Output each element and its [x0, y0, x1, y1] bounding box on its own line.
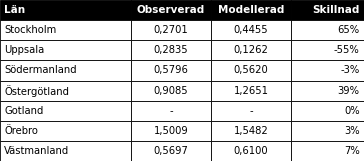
- Bar: [211, 60, 291, 80]
- Text: Observerad: Observerad: [137, 5, 205, 15]
- Text: 1,5009: 1,5009: [154, 126, 189, 136]
- Bar: [211, 0, 291, 20]
- Bar: [211, 101, 291, 121]
- Text: 39%: 39%: [338, 85, 360, 96]
- Text: 0,6100: 0,6100: [234, 146, 269, 156]
- Text: Örebro: Örebro: [4, 126, 38, 136]
- Bar: [131, 80, 211, 101]
- Bar: [0, 0, 131, 20]
- Text: 0,1262: 0,1262: [234, 45, 269, 55]
- Bar: [0, 80, 131, 101]
- Text: 0,4455: 0,4455: [234, 25, 269, 35]
- Bar: [291, 80, 364, 101]
- Text: Södermanland: Södermanland: [4, 65, 77, 76]
- Bar: [0, 121, 131, 141]
- Text: 65%: 65%: [337, 25, 360, 35]
- Bar: [211, 20, 291, 40]
- Bar: [291, 60, 364, 80]
- Text: 7%: 7%: [344, 146, 360, 156]
- Bar: [131, 60, 211, 80]
- Bar: [291, 101, 364, 121]
- Bar: [131, 40, 211, 60]
- Bar: [131, 0, 211, 20]
- Text: 0,9085: 0,9085: [154, 85, 189, 96]
- Bar: [291, 20, 364, 40]
- Text: 1,2651: 1,2651: [234, 85, 269, 96]
- Text: -: -: [249, 106, 253, 116]
- Bar: [211, 80, 291, 101]
- Bar: [291, 121, 364, 141]
- Text: -3%: -3%: [340, 65, 360, 76]
- Text: Östergötland: Östergötland: [4, 85, 70, 96]
- Text: Modellerad: Modellerad: [218, 5, 284, 15]
- Text: 1,5482: 1,5482: [234, 126, 269, 136]
- Bar: [131, 121, 211, 141]
- Bar: [291, 141, 364, 161]
- Text: 0,5620: 0,5620: [234, 65, 269, 76]
- Text: Skillnad: Skillnad: [312, 5, 360, 15]
- Text: 0%: 0%: [344, 106, 360, 116]
- Bar: [291, 0, 364, 20]
- Text: 3%: 3%: [344, 126, 360, 136]
- Text: 0,5796: 0,5796: [154, 65, 189, 76]
- Bar: [0, 40, 131, 60]
- Text: Uppsala: Uppsala: [4, 45, 45, 55]
- Text: -55%: -55%: [334, 45, 360, 55]
- Text: Gotland: Gotland: [4, 106, 44, 116]
- Bar: [131, 101, 211, 121]
- Text: Stockholm: Stockholm: [4, 25, 57, 35]
- Bar: [0, 20, 131, 40]
- Bar: [131, 20, 211, 40]
- Bar: [211, 40, 291, 60]
- Bar: [0, 141, 131, 161]
- Text: 0,5697: 0,5697: [154, 146, 189, 156]
- Bar: [211, 141, 291, 161]
- Bar: [211, 121, 291, 141]
- Text: Västmanland: Västmanland: [4, 146, 70, 156]
- Text: 0,2701: 0,2701: [154, 25, 189, 35]
- Text: Län: Län: [4, 5, 25, 15]
- Text: 0,2835: 0,2835: [154, 45, 189, 55]
- Text: -: -: [169, 106, 173, 116]
- Bar: [291, 40, 364, 60]
- Bar: [0, 101, 131, 121]
- Bar: [0, 60, 131, 80]
- Bar: [131, 141, 211, 161]
